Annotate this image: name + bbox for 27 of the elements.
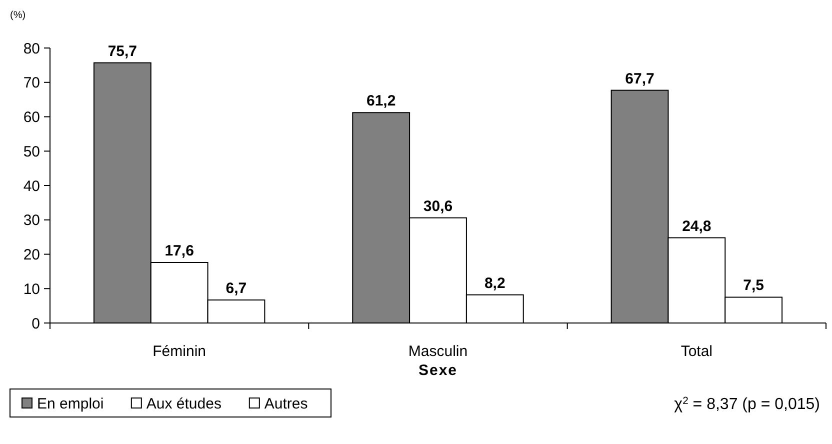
y-tick-label: 10 xyxy=(23,280,40,298)
x-tick-label: Féminin xyxy=(152,343,206,360)
data-label: 75,7 xyxy=(108,42,138,60)
data-label: 7,5 xyxy=(743,277,764,294)
x-axis-title: Sexe xyxy=(418,362,458,379)
text: χ$^{2}$ = 8,37 (p = 0,015) xyxy=(674,396,820,413)
data-label: 6,7 xyxy=(226,280,247,297)
data-label: 8,2 xyxy=(484,274,506,292)
data-label: 30,6 xyxy=(423,198,453,215)
x-tick-label: Total xyxy=(680,343,713,360)
legend-label: Aux études xyxy=(146,395,222,412)
data-label: 24,8 xyxy=(682,218,712,235)
x-tick-label: Masculin xyxy=(408,343,468,360)
legend-label: En emploi xyxy=(37,395,104,412)
y-tick-label: 30 xyxy=(23,212,40,230)
data-label: 17,6 xyxy=(164,242,194,260)
y-axis-title: (%) xyxy=(10,10,26,21)
y-tick-label: 80 xyxy=(23,40,40,58)
y-tick-label: 20 xyxy=(23,246,40,264)
y-tick-label: 0 xyxy=(32,315,40,332)
y-tick-label: 70 xyxy=(23,74,40,92)
legend-label: Autres xyxy=(264,395,308,412)
y-tick-label: 40 xyxy=(23,178,40,195)
data-label: 61,2 xyxy=(366,92,396,110)
y-tick-label: 60 xyxy=(23,109,40,126)
data-label: 67,7 xyxy=(625,70,654,88)
y-tick-label: 50 xyxy=(23,143,40,160)
